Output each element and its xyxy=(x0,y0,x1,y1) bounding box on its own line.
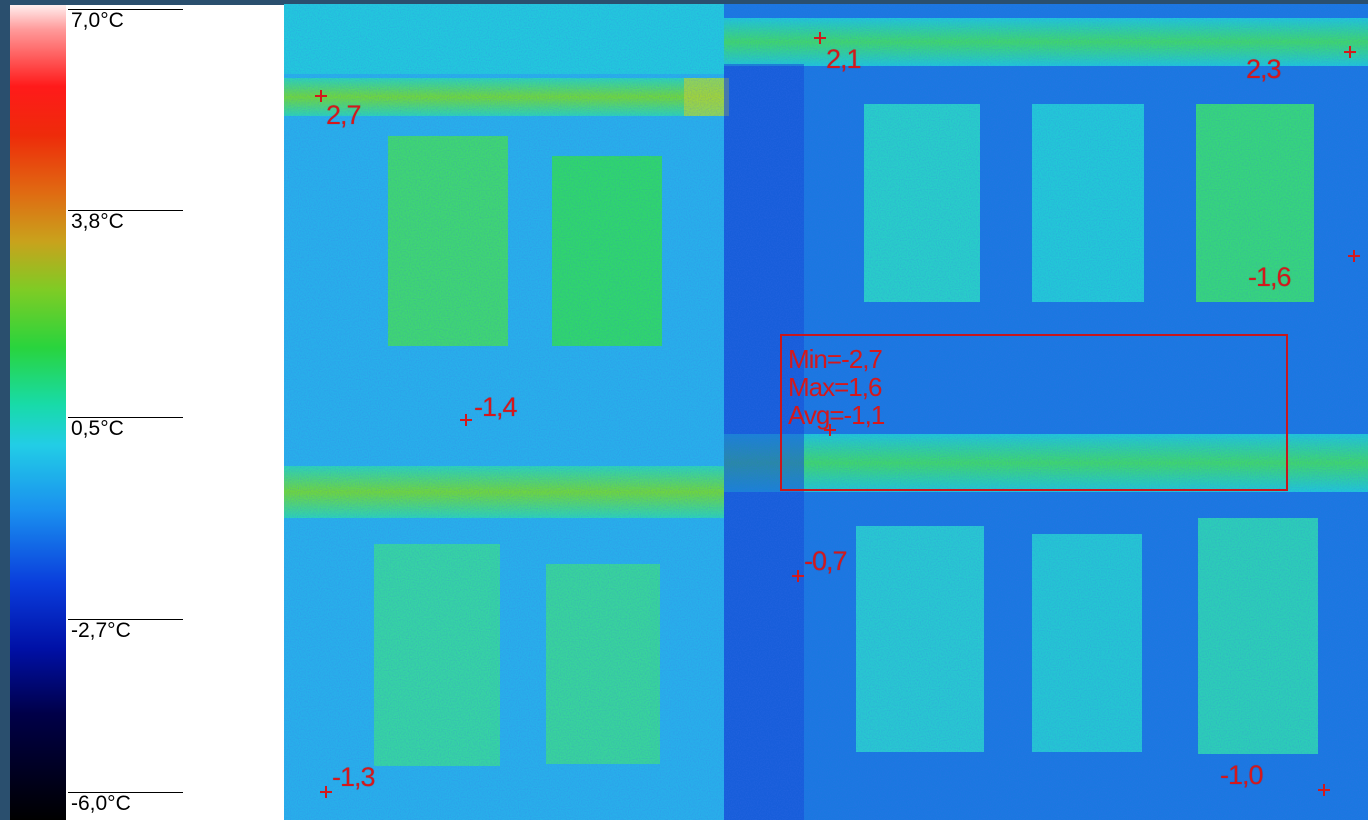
scale-tick-middle: 0,5°C xyxy=(68,417,183,440)
spot-marker xyxy=(1318,784,1330,796)
spot-label: -1,3 xyxy=(332,762,376,792)
spot-marker xyxy=(320,786,332,798)
temperature-scale-panel: 7,0°C 3,8°C 0,5°C -2,7°C -6,0°C xyxy=(10,5,284,820)
thermal-facade-drawing xyxy=(284,4,1368,820)
scale-tick-lower: -2,7°C xyxy=(68,619,183,642)
spot-label: -1,6 xyxy=(1248,262,1292,292)
spot-label: -1,4 xyxy=(474,392,518,422)
spot-marker xyxy=(460,414,472,426)
spot-label: -1,0 xyxy=(1220,760,1264,790)
measurement-center-marker xyxy=(824,424,836,436)
measurement-min: Min=-2,7 xyxy=(788,344,883,374)
measurement-box[interactable]: Min=-2,7 Max=1,6 Avg=-1,1 xyxy=(780,334,1288,491)
scale-tick-min: -6,0°C xyxy=(68,792,183,815)
spot-marker xyxy=(1344,46,1356,58)
spot-marker xyxy=(315,90,327,102)
color-scale-bar xyxy=(10,5,66,820)
thermal-image: 2,7 2,1 2,3 -1,6 -1,4 -0,7 -1,3 -1,0 Min… xyxy=(284,4,1368,820)
spot-marker xyxy=(1348,250,1360,262)
spot-marker xyxy=(814,32,826,44)
scale-tick-upper: 3,8°C xyxy=(68,210,183,233)
scale-tick-max: 7,0°C xyxy=(68,9,183,32)
spot-label: 2,1 xyxy=(826,44,862,74)
measurement-avg: Avg=-1,1 xyxy=(788,400,885,430)
spot-label: 2,3 xyxy=(1246,54,1282,84)
measurement-max: Max=1,6 xyxy=(788,372,882,402)
spot-label: 2,7 xyxy=(326,100,362,130)
spot-marker xyxy=(792,570,804,582)
spot-label: -0,7 xyxy=(804,546,848,576)
